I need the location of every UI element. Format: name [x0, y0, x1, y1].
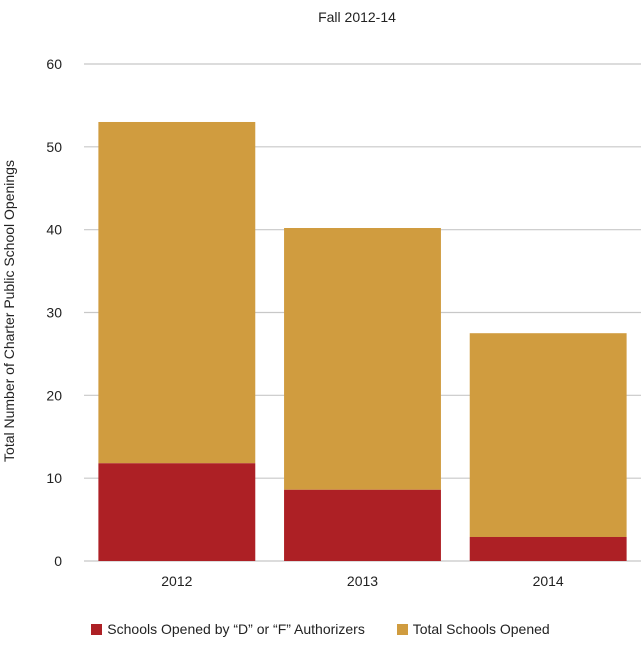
x-tick-label: 2012: [161, 573, 192, 589]
bar-total-schools-2014: [469, 333, 627, 537]
y-tick-label: 0: [54, 553, 62, 569]
y-tick-label: 60: [46, 56, 62, 72]
legend-item-total: Total Schools Opened: [396, 621, 550, 637]
legend-label-df: Schools Opened by “D” or “F” Authorizers: [107, 621, 365, 637]
legend-item-df-authorizers: Schools Opened by “D” or “F” Authorizers: [91, 621, 365, 637]
x-axis-ticks: 2012 2013 2014: [161, 573, 564, 589]
bar-total-schools-2012: [98, 121, 256, 464]
y-tick-label: 20: [46, 387, 62, 403]
bar-total-schools-2013: [284, 228, 441, 490]
legend-swatch-total: [396, 623, 408, 635]
legend-label-total: Total Schools Opened: [412, 621, 550, 637]
bars: [98, 121, 627, 561]
y-tick-label: 50: [46, 139, 62, 155]
y-axis-label: Total Number of Charter Public School Op…: [1, 160, 17, 462]
bar-df-authorizers-2014: [469, 536, 627, 561]
bar-df-authorizers-2013: [284, 489, 441, 561]
chart-title: Fall 2012-14: [318, 9, 396, 25]
y-axis-ticks: 0 10 20 30 40 50 60: [46, 56, 62, 569]
x-tick-label: 2014: [533, 573, 564, 589]
legend: Schools Opened by “D” or “F” Authorizers…: [0, 621, 641, 638]
x-tick-label: 2013: [347, 573, 378, 589]
bar-df-authorizers-2012: [98, 463, 256, 561]
legend-swatch-df: [91, 623, 103, 635]
y-tick-label: 30: [46, 305, 62, 321]
y-tick-label: 10: [46, 470, 62, 486]
y-tick-label: 40: [46, 222, 62, 238]
